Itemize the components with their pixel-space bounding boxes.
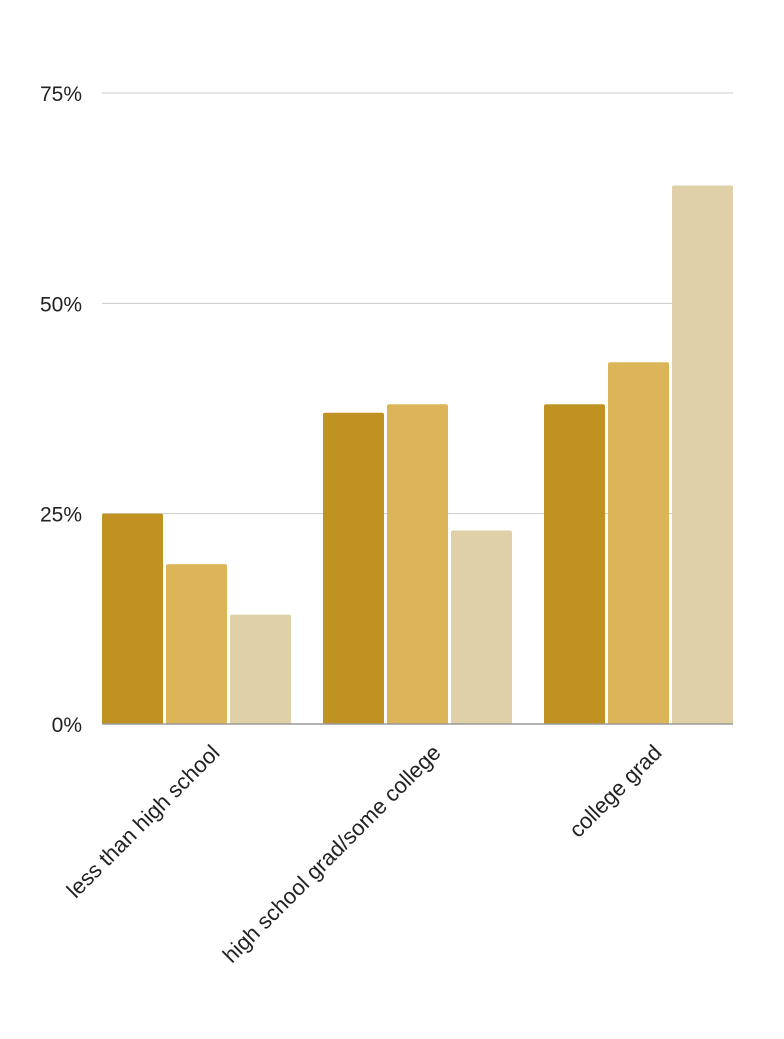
- bar: [230, 614, 291, 724]
- bar: [672, 185, 733, 725]
- y-tick-label: 75%: [40, 83, 82, 106]
- bar: [102, 513, 163, 724]
- x-category-label: high school grad/some college: [218, 740, 446, 968]
- y-tick-label: 25%: [40, 504, 82, 527]
- bar: [166, 564, 227, 724]
- bar: [387, 404, 448, 724]
- x-category-label: college grad: [564, 740, 666, 842]
- bar: [323, 412, 384, 724]
- y-tick-label: 50%: [40, 293, 82, 316]
- bar: [544, 404, 605, 724]
- y-tick-label: 0%: [52, 714, 82, 737]
- bar-layer: [102, 185, 733, 725]
- bar: [608, 362, 669, 724]
- x-category-label: less than high school: [62, 740, 225, 903]
- bar: [451, 530, 512, 724]
- y-axis-tick-labels: 0% 25% 50% 75%: [40, 83, 82, 737]
